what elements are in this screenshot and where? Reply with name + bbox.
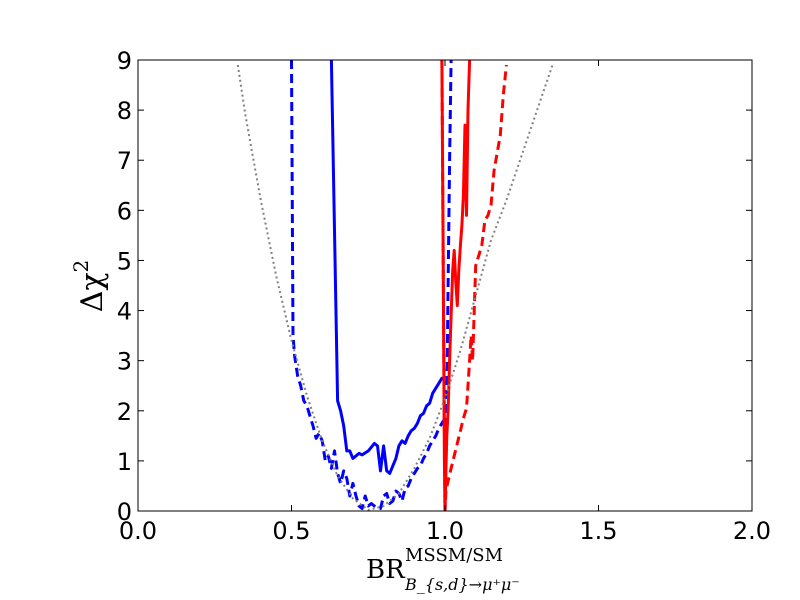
x-tick-label: 1.0 (426, 517, 464, 545)
y-tick-label: 3 (117, 348, 132, 376)
y-axis-label-main: Δχ (75, 272, 110, 312)
series-line-1 (329, 60, 445, 475)
y-tick-label: 2 (117, 398, 132, 426)
x-axis-label-main: BR (366, 555, 406, 585)
x-axis-label-sub: B_{s,d}→μ⁺μ⁻ (404, 575, 520, 594)
x-axis-label: BR MSSM/SM B_{s,d}→μ⁺μ⁻ (366, 545, 520, 594)
series-line-3 (290, 60, 447, 510)
y-tick-label: 9 (117, 47, 132, 75)
y-axis-label: Δχ2 (69, 260, 110, 313)
series-layer (236, 60, 554, 511)
svg-text:Δχ2: Δχ2 (69, 260, 110, 313)
series-line-6 (236, 64, 554, 511)
y-tick-label: 1 (117, 448, 132, 476)
tick-layer: 0.0 0.5 1.0 1.5 2.0 0 1 2 3 4 5 6 7 8 9 (117, 47, 771, 545)
y-tick-label: 6 (117, 197, 132, 225)
x-tick-label: 0.0 (119, 517, 157, 545)
x-tick-label: 1.5 (579, 517, 617, 545)
y-axis-label-sup: 2 (69, 260, 93, 273)
y-tick-label: 7 (117, 147, 132, 175)
y-tick-label: 5 (117, 247, 132, 275)
y-tick-label: 4 (117, 298, 132, 326)
x-tick-label: 2.0 (733, 517, 771, 545)
y-tick-label: 8 (117, 97, 132, 125)
x-tick-label: 0.5 (272, 517, 310, 545)
series-line-5 (440, 60, 508, 511)
y-tick-label: 0 (117, 498, 132, 526)
x-axis-label-sup: MSSM/SM (405, 545, 503, 566)
